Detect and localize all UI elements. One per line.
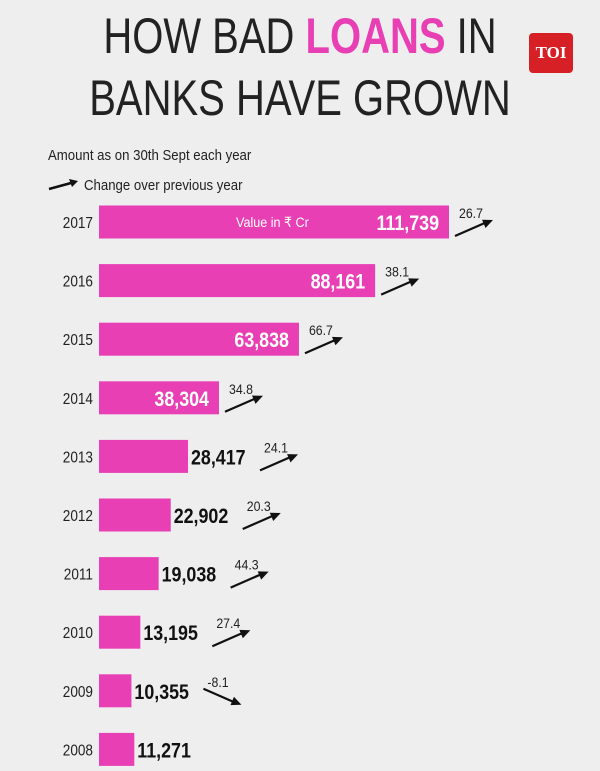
value-label: 38,304 <box>154 387 209 411</box>
change-label: 27.4 <box>216 615 240 631</box>
change-arrow <box>230 572 264 589</box>
bar <box>99 615 141 649</box>
value-label: 63,838 <box>234 329 289 353</box>
year-label: 2017 <box>63 215 93 232</box>
value-label: 19,038 <box>162 563 217 587</box>
change-label: 20.3 <box>247 498 271 514</box>
bar <box>99 674 132 708</box>
value-unit-label: Value in ₹ Cr <box>236 214 309 230</box>
arrow-legend-label: Change over previous year <box>84 177 243 194</box>
year-label: 2014 <box>63 391 93 408</box>
bar <box>99 205 449 239</box>
change-arrow-head <box>331 336 343 346</box>
year-label: 2008 <box>63 742 93 759</box>
bar <box>99 264 376 298</box>
change-arrow-head <box>239 629 251 639</box>
change-label: 66.7 <box>309 322 333 338</box>
bar <box>99 498 171 532</box>
amount-note: Amount as on 30th Sept each year <box>48 147 252 164</box>
change-arrow <box>202 687 236 704</box>
change-label: -8.1 <box>207 674 228 690</box>
change-arrow <box>304 338 338 355</box>
title-line-1: HOW BAD LOANS IN <box>60 8 540 64</box>
change-arrow <box>224 396 258 413</box>
value-label: 22,902 <box>174 505 229 529</box>
title-post: IN <box>445 8 497 64</box>
value-label: 10,355 <box>134 680 189 704</box>
change-arrow <box>242 513 276 531</box>
title-line-2: BANKS HAVE GROWN <box>89 70 511 126</box>
year-label: 2015 <box>63 332 93 349</box>
change-arrow <box>454 220 488 238</box>
bar <box>99 439 189 473</box>
value-label: 111,739 <box>377 212 440 236</box>
bar <box>99 381 219 415</box>
year-label: 2011 <box>64 567 93 584</box>
value-label: 28,417 <box>191 446 246 470</box>
change-label: 26.7 <box>459 205 483 221</box>
change-arrow-head <box>287 454 299 463</box>
bar <box>99 732 135 766</box>
bar <box>99 322 299 356</box>
value-label: 11,271 <box>137 739 191 763</box>
change-arrow-head <box>408 278 420 287</box>
year-label: 2009 <box>63 684 93 701</box>
change-label: 38.1 <box>385 264 409 280</box>
year-label: 2013 <box>63 449 93 466</box>
year-label: 2010 <box>63 625 93 642</box>
change-arrow <box>211 631 245 648</box>
title-highlight: LOANS <box>305 8 446 64</box>
change-label: 34.8 <box>229 381 253 397</box>
change-label: 44.3 <box>235 557 259 573</box>
legend-arrow-icon <box>48 179 78 191</box>
change-arrow-head <box>252 395 263 404</box>
change-arrow <box>380 279 414 296</box>
change-arrow-head <box>269 512 281 522</box>
bar <box>99 557 159 591</box>
change-arrow <box>259 455 293 472</box>
change-arrow-head <box>230 696 242 706</box>
year-label: 2016 <box>63 274 93 291</box>
year-label: 2012 <box>63 508 93 525</box>
change-arrow-head <box>482 219 493 229</box>
title-pre: HOW BAD <box>103 8 306 64</box>
toi-logo: TOI <box>529 33 573 73</box>
value-label: 13,195 <box>143 622 198 646</box>
change-arrow-head <box>257 571 269 580</box>
change-label: 24.1 <box>264 440 288 456</box>
value-label: 88,161 <box>311 270 366 294</box>
